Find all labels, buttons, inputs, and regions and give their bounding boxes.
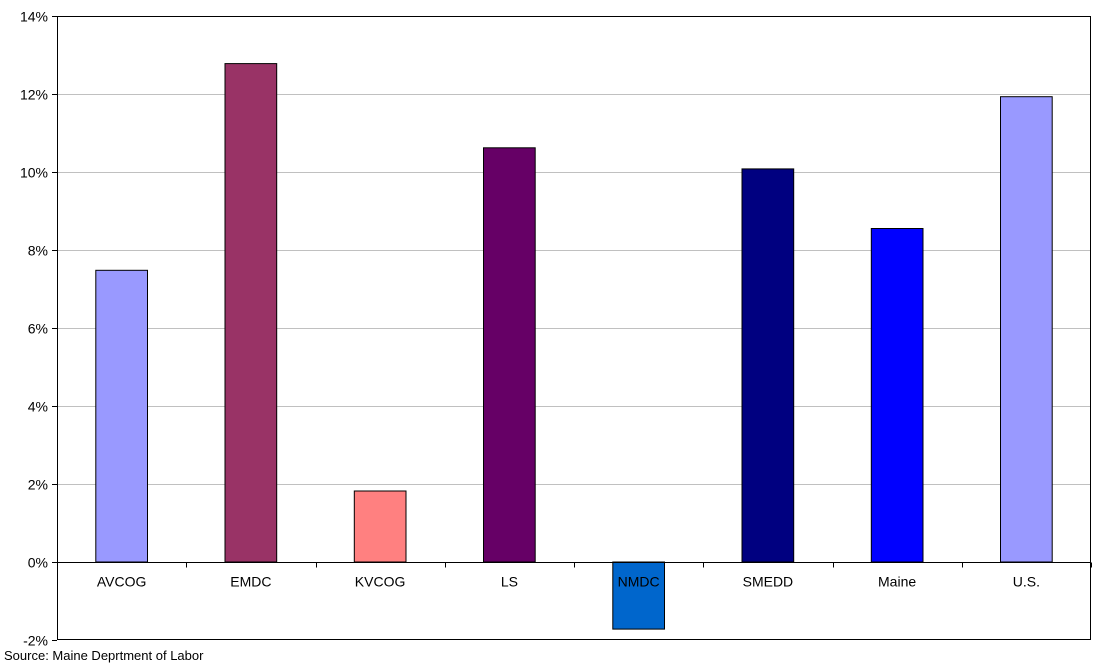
y-tick-label: 2% bbox=[28, 477, 48, 493]
plot-area-border bbox=[57, 16, 1091, 640]
bars bbox=[95, 63, 1053, 630]
x-tick-label: LS bbox=[501, 574, 518, 590]
bar-maine bbox=[870, 228, 924, 563]
bar-smedd bbox=[741, 168, 795, 563]
source-note: Source: Maine Deprtment of Labor bbox=[4, 648, 204, 663]
gridlines bbox=[57, 16, 1091, 485]
x-tick-label: AVCOG bbox=[97, 574, 147, 590]
axes bbox=[52, 16, 1092, 641]
y-tick-label: 0% bbox=[28, 555, 48, 571]
x-tick-label: KVCOG bbox=[355, 574, 406, 590]
bar-emdc bbox=[224, 63, 278, 563]
tick-labels: -2% 0% 2% 4% 6% 8% 10% 12% 14% AVCOG EMDC KVCOG LS NM… bbox=[20, 9, 1040, 649]
x-tick-label: NMDC bbox=[618, 574, 660, 590]
y-tick-label: 12% bbox=[20, 87, 48, 103]
y-tick-label: -2% bbox=[23, 633, 48, 649]
y-tick-label: 10% bbox=[20, 165, 48, 181]
bar-u-s bbox=[1000, 96, 1053, 563]
y-tick-label: 8% bbox=[28, 243, 48, 259]
x-tick-label: EMDC bbox=[230, 574, 271, 590]
bar-ls bbox=[483, 147, 536, 563]
y-tick-label: 14% bbox=[20, 9, 48, 25]
bar-kvcog bbox=[353, 490, 407, 563]
bar-avcog bbox=[95, 269, 149, 563]
y-tick-label: 6% bbox=[28, 321, 48, 337]
x-tick-label: Maine bbox=[878, 574, 916, 590]
x-tick-label: SMEDD bbox=[743, 574, 794, 590]
y-tick-label: 4% bbox=[28, 399, 48, 415]
bar-nmdc bbox=[612, 561, 665, 630]
x-tick-label: U.S. bbox=[1013, 574, 1040, 590]
